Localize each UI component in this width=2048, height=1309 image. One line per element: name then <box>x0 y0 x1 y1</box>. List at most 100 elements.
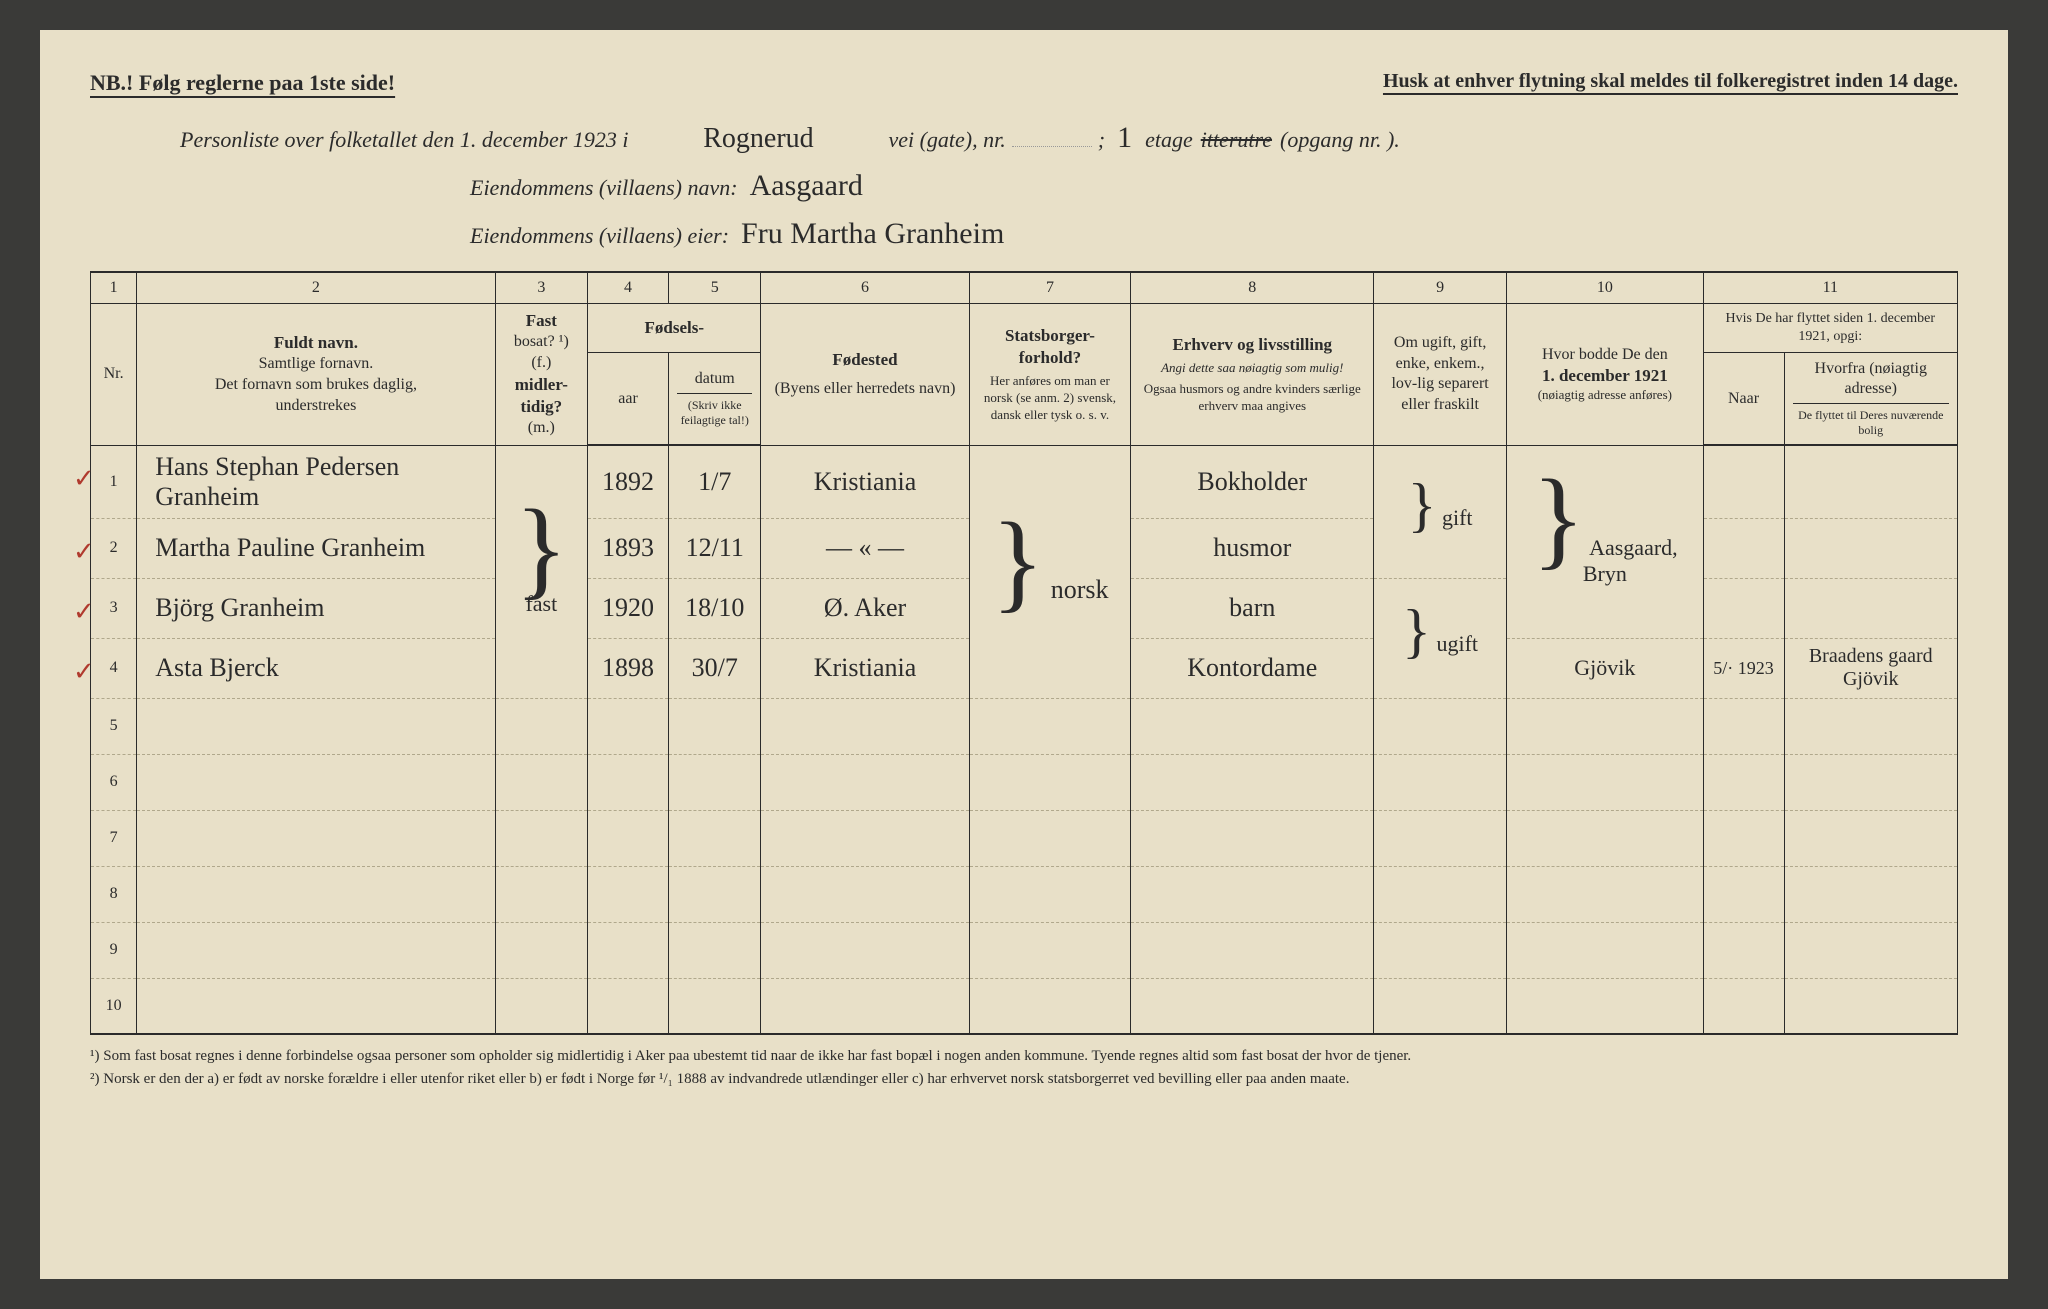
row-fodested: — « — <box>761 518 969 578</box>
col-sivil: Om ugift, gift, enke, enkem., lov-lig se… <box>1374 304 1507 446</box>
opgang-label: (opgang nr. ). <box>1280 127 1400 153</box>
col-name-sub2: Det fornavn som brukes daglig, <box>145 375 486 396</box>
row-nr: 6 <box>91 754 137 810</box>
row-fodested: Kristiania <box>761 638 969 698</box>
form-header: Personliste over folketallet den 1. dece… <box>180 121 1898 251</box>
table-row-empty: 8 <box>91 866 1958 922</box>
row-nr: ✓1 <box>91 445 137 518</box>
row-nr-val: 1 <box>110 473 118 490</box>
row-aar: 1893 <box>588 518 669 578</box>
col-aar-label: aar <box>596 389 660 409</box>
header-prefix: Personliste over folketallet den 1. dece… <box>180 127 628 153</box>
colnum-11: 11 <box>1703 272 1957 304</box>
data-rows: ✓1 Hans Stephan Pedersen Granheim } fast… <box>91 445 1958 698</box>
row-name: Hans Stephan Pedersen Granheim <box>137 445 495 518</box>
colnum-8: 8 <box>1131 272 1374 304</box>
col-statsb-sub: Her anføres om man er norsk (se anm. 2) … <box>978 373 1123 424</box>
row-name: Björg Granheim <box>137 578 495 638</box>
col-erhverv: Erhverv og livsstilling Angi dette saa n… <box>1131 304 1374 446</box>
col-statsb: Statsborger- forhold? Her anføres om man… <box>969 304 1131 446</box>
semicolon: ; <box>1098 127 1105 153</box>
tick-mark-icon: ✓ <box>73 597 95 627</box>
row-addr1921: Gjövik <box>1507 638 1704 698</box>
row-nr: 8 <box>91 866 137 922</box>
col-nr: Nr. <box>91 304 137 446</box>
table-row-empty: 10 <box>91 978 1958 1034</box>
row-hvorfra <box>1784 578 1957 638</box>
brace-icon: } <box>1408 472 1437 538</box>
footnote-1: ¹) Som fast bosat regnes i denne forbind… <box>90 1045 1958 1068</box>
top-notices-bar: NB.! Følg reglerne paa 1ste side! Husk a… <box>90 70 1958 96</box>
owner-label: Eiendommens (villaens) eier: <box>470 223 729 249</box>
sivil-ugift: ugift <box>1436 631 1478 656</box>
row-aar: 1892 <box>588 445 669 518</box>
col-erhverv-sub2: Ogsaa husmors og andre kvinders særlige … <box>1139 381 1365 415</box>
row-fodested: Ø. Aker <box>761 578 969 638</box>
colnum-1: 1 <box>91 272 137 304</box>
empty-rows: 5 6 7 8 9 10 <box>91 698 1958 1034</box>
statsb-value: norsk <box>1051 575 1109 604</box>
col-name-sub3: understrekes <box>145 396 486 417</box>
strike-word: itterutre <box>1201 127 1272 153</box>
header-line-3: Eiendommens (villaens) eier: Fru Martha … <box>470 217 1898 251</box>
row-sivil-12: } gift <box>1374 445 1507 578</box>
row-hvorfra: Braadens gaard Gjövik <box>1784 638 1957 698</box>
header-line-2: Eiendommens (villaens) navn: Aasgaard <box>470 169 1898 203</box>
col-hvorfra: Hvorfra (nøiagtig adresse) De flyttet ti… <box>1784 353 1957 446</box>
col-addr1921-title: Hvor bodde De den <box>1515 345 1695 366</box>
table-row-empty: 7 <box>91 810 1958 866</box>
col-fodsels: Fødsels- <box>588 304 761 353</box>
row-nr: 9 <box>91 922 137 978</box>
row-name: Asta Bjerck <box>137 638 495 698</box>
table-row: ✓1 Hans Stephan Pedersen Granheim } fast… <box>91 445 1958 518</box>
street-name: Rognerud <box>628 123 888 155</box>
row-nr: ✓2 <box>91 518 137 578</box>
census-table: 1 2 3 4 5 6 7 8 9 10 11 Nr. Fuldt navn. … <box>90 271 1958 1035</box>
row-nr: ✓4 <box>91 638 137 698</box>
row-naar <box>1703 518 1784 578</box>
colnum-7: 7 <box>969 272 1131 304</box>
row-naar <box>1703 578 1784 638</box>
row-nr-val: 4 <box>110 659 118 676</box>
row-nr: 7 <box>91 810 137 866</box>
addr1921-value: Aasgaard, Bryn <box>1583 535 1678 586</box>
row-erhverv: barn <box>1131 578 1374 638</box>
column-number-row: 1 2 3 4 5 6 7 8 9 10 11 <box>91 272 1958 304</box>
tick-mark-icon: ✓ <box>73 537 95 567</box>
table-row-empty: 9 <box>91 922 1958 978</box>
col-datum: datum (Skriv ikke feilagtige tal!) <box>668 353 760 446</box>
row-aar: 1920 <box>588 578 669 638</box>
footnote-2: ²) Norsk er den der a) er født av norske… <box>90 1068 1958 1091</box>
row-sivil-34: } ugift <box>1374 578 1507 698</box>
row-name: Martha Pauline Granheim <box>137 518 495 578</box>
col-bosat-bot1: midler- <box>504 374 579 396</box>
col-erhverv-sub1: Angi dette saa nøiagtig som mulig! <box>1139 360 1365 377</box>
table-row-empty: 5 <box>91 698 1958 754</box>
row-erhverv: husmor <box>1131 518 1374 578</box>
nb-notice: NB.! Følg reglerne paa 1ste side! <box>90 70 395 96</box>
row-naar <box>1703 445 1784 518</box>
col-hvorfra-label: Hvorfra (nøiagtig adresse) <box>1793 359 1949 399</box>
etage-label: etage <box>1145 127 1193 153</box>
colnum-3: 3 <box>495 272 587 304</box>
colnum-9: 9 <box>1374 272 1507 304</box>
col-addr1921-date: 1. december 1921 <box>1515 365 1695 387</box>
header-line-1: Personliste over folketallet den 1. dece… <box>180 121 1898 155</box>
col-bosat-top: Fast <box>504 310 579 332</box>
table-row-empty: 6 <box>91 754 1958 810</box>
row-datum: 30/7 <box>668 638 760 698</box>
header-row-main: Nr. Fuldt navn. Samtlige fornavn. Det fo… <box>91 304 1958 353</box>
row-nr-val: 3 <box>110 599 118 616</box>
vei-label: vei (gate), nr. <box>888 127 1005 153</box>
owner-name: Fru Martha Granheim <box>729 217 1016 251</box>
col-name-title: Fuldt navn. <box>145 332 486 354</box>
col-datum-label: datum <box>677 369 752 389</box>
row-nr-val: 2 <box>110 539 118 556</box>
col-datum-note: (Skriv ikke feilagtige tal!) <box>677 393 752 428</box>
col-erhverv-title: Erhverv og livsstilling <box>1139 334 1365 356</box>
row-datum: 1/7 <box>668 445 760 518</box>
tick-mark-icon: ✓ <box>73 464 95 494</box>
col-fodested: Fødested (Byens eller herredets navn) <box>761 304 969 446</box>
row-erhverv: Bokholder <box>1131 445 1374 518</box>
nr-value <box>1012 146 1092 147</box>
